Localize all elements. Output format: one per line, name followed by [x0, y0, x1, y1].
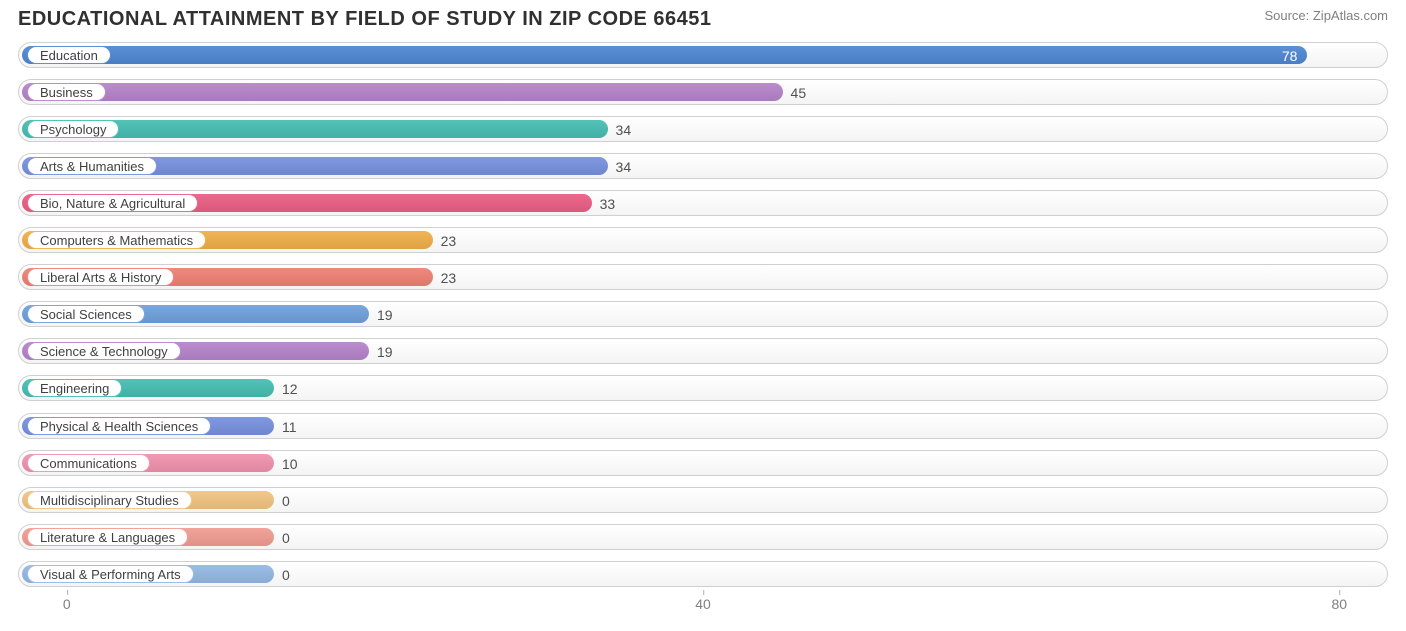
- bar-row: Business 45: [18, 75, 1388, 108]
- bar-track: Social Sciences 19: [18, 301, 1388, 327]
- bar-value-label: 12: [274, 376, 298, 402]
- bar-value-label: 19: [369, 302, 393, 328]
- bar-track: Psychology 34: [18, 116, 1388, 142]
- bar-track: Science & Technology 19: [18, 338, 1388, 364]
- bar-fill: [22, 46, 1307, 64]
- bar-category-pill: Computers & Mathematics: [27, 231, 206, 249]
- bar-value-label: 23: [433, 265, 457, 291]
- bar-value-label: 23: [433, 228, 457, 254]
- bar-track: Communications 10: [18, 450, 1388, 476]
- bar-value-label: 34: [608, 154, 632, 180]
- bar-category-pill: Education: [27, 46, 111, 64]
- bar-track: Computers & Mathematics 23: [18, 227, 1388, 253]
- bar-value-label: 0: [274, 562, 290, 588]
- bar-value-label: 10: [274, 451, 298, 477]
- chart-area: Education78Business45Psychology34Arts & …: [0, 38, 1406, 596]
- bar-row: Engineering 12: [18, 372, 1388, 405]
- bar-track: Arts & Humanities 34: [18, 153, 1388, 179]
- bar-row: Social Sciences 19: [18, 298, 1388, 331]
- bar-value-label: 0: [274, 525, 290, 551]
- bar-row: Arts & Humanities 34: [18, 149, 1388, 182]
- bar-category-pill: Arts & Humanities: [27, 157, 157, 175]
- bar-value-label: 0: [274, 488, 290, 514]
- chart-container: EDUCATIONAL ATTAINMENT BY FIELD OF STUDY…: [0, 0, 1406, 631]
- chart-header: EDUCATIONAL ATTAINMENT BY FIELD OF STUDY…: [0, 0, 1406, 38]
- bar-category-pill: Physical & Health Sciences: [27, 417, 211, 435]
- bar-category-pill: Science & Technology: [27, 342, 181, 360]
- bar-category-pill: Psychology: [27, 120, 119, 138]
- bar-track: Literature & Languages 0: [18, 524, 1388, 550]
- bar-category-pill: Liberal Arts & History: [27, 268, 174, 286]
- bar-value-label: 45: [783, 80, 807, 106]
- bar-category-pill: Engineering: [27, 379, 122, 397]
- bar-value-label: 19: [369, 339, 393, 365]
- bar-row: Liberal Arts & History 23: [18, 261, 1388, 294]
- bar-row: Bio, Nature & Agricultural 33: [18, 186, 1388, 219]
- bar-track: Liberal Arts & History 23: [18, 264, 1388, 290]
- bar-row: Education 78: [18, 38, 1388, 71]
- bar-value-label: 34: [608, 117, 632, 143]
- bar-value-label: 11: [274, 414, 297, 440]
- bar-row: Science & Technology 19: [18, 335, 1388, 368]
- bar-row: Visual & Performing Arts 0: [18, 557, 1388, 590]
- chart-title: EDUCATIONAL ATTAINMENT BY FIELD OF STUDY…: [18, 8, 712, 31]
- bar-track: Physical & Health Sciences 11: [18, 413, 1388, 439]
- bar-track: Education 78: [18, 42, 1388, 68]
- bar-fill: [22, 83, 783, 101]
- bar-track: Engineering 12: [18, 375, 1388, 401]
- bar-track: Bio, Nature & Agricultural 33: [18, 190, 1388, 216]
- bar-row: Computers & Mathematics 23: [18, 223, 1388, 256]
- bar-track: Business 45: [18, 79, 1388, 105]
- bar-row: Multidisciplinary Studies 0: [18, 483, 1388, 516]
- x-axis: 0 40 80: [18, 596, 1388, 626]
- chart-source: Source: ZipAtlas.com: [1264, 8, 1388, 23]
- bar-row: Psychology 34: [18, 112, 1388, 145]
- bar-category-pill: Multidisciplinary Studies: [27, 491, 192, 509]
- bar-category-pill: Literature & Languages: [27, 528, 188, 546]
- bar-category-pill: Communications: [27, 454, 150, 472]
- axis-tick: 0: [63, 596, 71, 612]
- axis-tick: 80: [1331, 596, 1347, 612]
- bar-row: Physical & Health Sciences 11: [18, 409, 1388, 442]
- bar-row: Communications 10: [18, 446, 1388, 479]
- bar-row: Literature & Languages 0: [18, 520, 1388, 553]
- bar-track: Multidisciplinary Studies 0: [18, 487, 1388, 513]
- bar-category-pill: Business: [27, 83, 106, 101]
- bar-value-label: 78: [1282, 43, 1308, 69]
- bar-track: Visual & Performing Arts 0: [18, 561, 1388, 587]
- bar-value-label: 33: [592, 191, 616, 217]
- bar-category-pill: Social Sciences: [27, 305, 145, 323]
- bar-category-pill: Bio, Nature & Agricultural: [27, 194, 198, 212]
- bar-category-pill: Visual & Performing Arts: [27, 565, 194, 583]
- axis-tick: 40: [695, 596, 711, 612]
